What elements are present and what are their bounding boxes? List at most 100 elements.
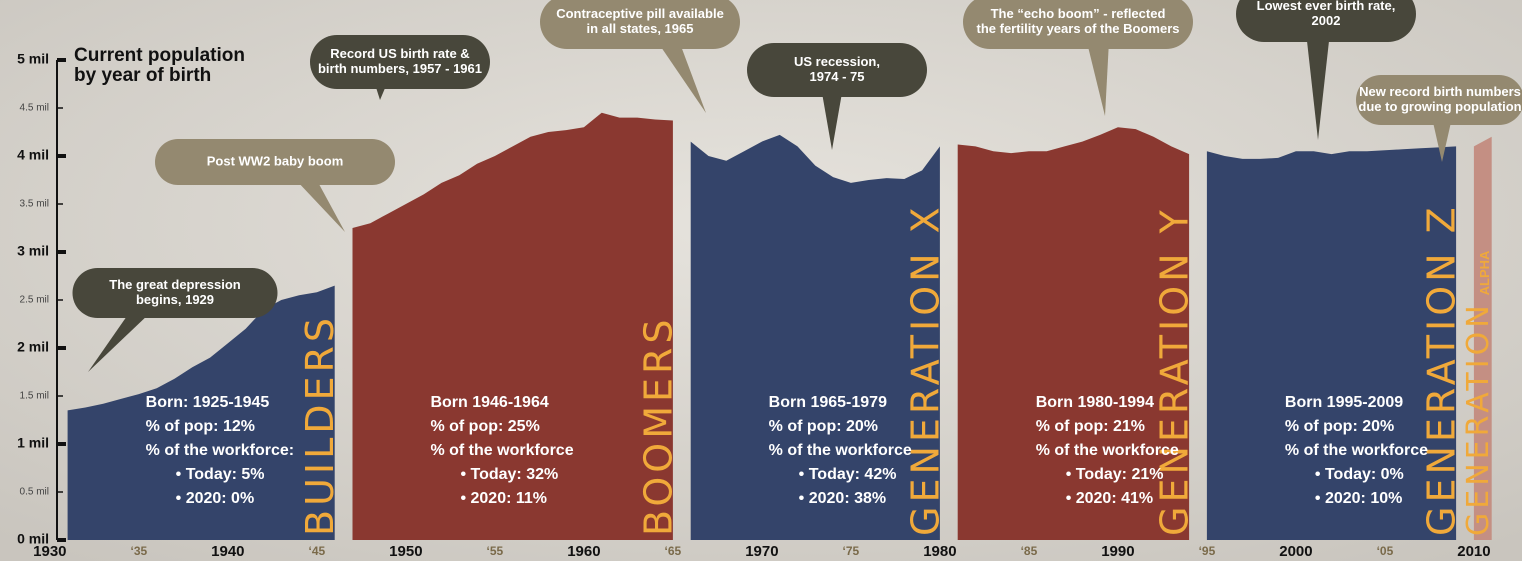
y-tick-label: 3 mil [17,243,49,259]
callout-text: Contraceptive pill available [556,6,724,21]
callout-box [1356,75,1522,125]
generation-name: GENERATION Z [1420,203,1464,536]
y-tick-label: 1 mil [17,435,49,451]
callout-box [72,268,278,318]
generation-info: • 2020: 41% [1066,490,1153,507]
generation-info: % of pop: 25% [430,418,539,435]
generation-info: • 2020: 38% [799,490,886,507]
y-tick-label: 4.5 mil [20,103,49,114]
x-tick-label: 2010 [1457,543,1490,560]
callout-text: US recession, [794,54,880,69]
generation-info: % of pop: 20% [1285,418,1394,435]
y-tick-label: 0 mil [17,531,49,547]
generation-area [690,134,940,540]
generation-info: Born 1965-1979 [769,394,887,411]
callout-text: begins, 1929 [136,292,214,307]
callout-text: the fertility years of the Boomers [977,21,1180,36]
callout-text: Record US birth rate & [330,46,469,61]
x-tick-label: ‘85 [1021,544,1038,558]
generation-name: GENERATION Y [1153,206,1197,536]
callout-tail [1304,14,1332,140]
generation-info: % of pop: 20% [769,418,878,435]
y-tick-label: 5 mil [17,51,49,67]
y-tick-label: 4 mil [17,147,49,163]
callout: Record US birth rate &birth numbers, 195… [310,35,490,100]
callout-text: birth numbers, 1957 - 1961 [318,61,482,76]
generation-info: • 2020: 11% [460,490,547,507]
callout-text: in all states, 1965 [587,21,694,36]
generation-info: Born 1995-2009 [1285,394,1403,411]
callout-box [540,0,740,49]
x-tick-label: ‘55 [487,544,504,558]
generation-info: % of the workforce [430,442,573,459]
x-tick-label: ‘75 [843,544,860,558]
callout-box [963,0,1193,49]
generation-name: GENERATION X [903,203,947,536]
chart-title: Current population [74,45,245,66]
callout: Lowest ever birth rate,2002 [1236,0,1416,140]
generation-info: • Today: 42% [799,466,897,483]
callout-text: due to growing population [1358,99,1521,114]
generation-info: • Today: 32% [460,466,558,483]
x-tick-label: 1950 [389,543,422,560]
y-tick-label: 3.5 mil [20,199,49,210]
callout-text: Lowest ever birth rate, [1257,0,1396,13]
generation-info: % of the workforce: [146,442,294,459]
callout-box [155,139,395,185]
generation-info: • Today: 0% [1315,466,1404,483]
callout: Post WW2 baby boom [155,139,395,232]
callout-text: 1974 - 75 [810,69,865,84]
generation-info: Born 1946-1964 [430,394,548,411]
y-tick-label: 0.5 mil [20,487,49,498]
x-tick-label: ‘45 [309,544,326,558]
generation-info: • 2020: 10% [1315,490,1402,507]
callout-text: The “echo boom” - reflected [991,6,1166,21]
callout-box [310,35,490,89]
callout-text: Post WW2 baby boom [207,153,344,168]
callout-text: New record birth numbers [1359,84,1521,99]
generation-info: % of pop: 12% [146,418,255,435]
generation-area [352,112,673,541]
generation-info: % of pop: 21% [1036,418,1145,435]
y-tick-label: 2.5 mil [20,295,49,306]
y-tick-label: 2 mil [17,339,49,355]
generation-info: • Today: 5% [176,466,265,483]
callout-box [1236,0,1416,42]
generation-info: % of the workforce [1036,442,1179,459]
x-tick-label: 1980 [923,543,956,560]
generation-name: GENERATION [1461,301,1496,536]
generation-info: % of the workforce [1285,442,1428,459]
x-tick-label: 1940 [211,543,244,560]
x-tick-label: ‘05 [1377,544,1394,558]
x-tick-label: ‘65 [665,544,682,558]
callout-text: The great depression [109,277,241,292]
generation-info: Born 1980-1994 [1036,394,1154,411]
generation-name-small: ALPHA [1477,250,1492,295]
generation-info: % of the workforce [769,442,912,459]
x-tick-label: ‘95 [1199,544,1216,558]
generation-area [957,127,1190,540]
x-tick-label: 1930 [33,543,66,560]
generation-info: • 2020: 0% [176,490,255,507]
callout-text: 2002 [1312,13,1341,28]
generation-info: Born: 1925-1945 [146,394,270,411]
generation-area [1206,146,1457,540]
x-tick-label: 1990 [1101,543,1134,560]
x-tick-label: ‘35 [131,544,148,558]
generation-area [1473,136,1492,541]
chart-title: by year of birth [74,65,211,86]
generation-name: BUILDERS [298,314,342,536]
x-tick-label: 1960 [567,543,600,560]
x-tick-label: 2000 [1279,543,1312,560]
callout: US recession,1974 - 75 [747,43,927,150]
generation-area [67,285,335,540]
y-tick-label: 1.5 mil [20,391,49,402]
x-tick-label: 1970 [745,543,778,560]
generation-info: • Today: 21% [1066,466,1164,483]
generation-name: BOOMERS [636,315,680,536]
callout-box [747,43,927,97]
